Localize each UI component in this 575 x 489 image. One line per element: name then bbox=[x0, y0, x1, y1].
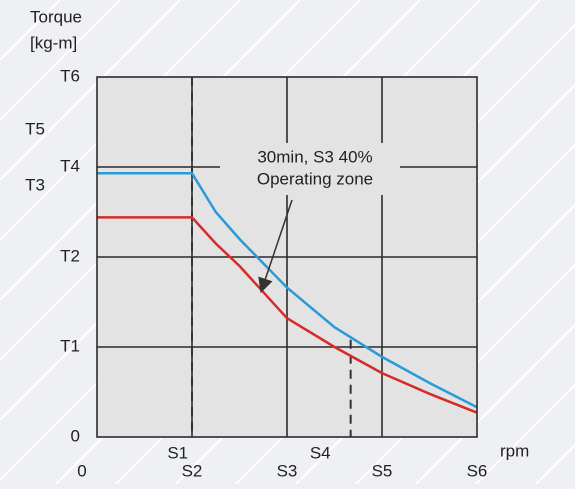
x-tick-label: S5 bbox=[372, 461, 393, 480]
y-tick-label: T1 bbox=[60, 336, 80, 355]
y-tick-label: 0 bbox=[71, 426, 80, 445]
x-tick-label: S2 bbox=[182, 461, 203, 480]
line bbox=[97, 216, 478, 414]
x-tick-label: S3 bbox=[277, 461, 298, 480]
x-tick-label: 0 bbox=[77, 461, 86, 480]
y-tick-label: T6 bbox=[60, 66, 80, 85]
line bbox=[97, 172, 478, 409]
y-tick-label: T2 bbox=[60, 246, 80, 265]
y-tick-label: T4 bbox=[60, 156, 80, 175]
plot-border bbox=[96, 76, 478, 438]
annotation-arrow bbox=[258, 199, 293, 294]
annotation: Operating zone bbox=[257, 169, 373, 188]
y-tick-label: T5 bbox=[25, 120, 45, 139]
annotation-box bbox=[220, 143, 400, 195]
x-tick-label: S6 bbox=[467, 461, 488, 480]
x-axis-label: rpm bbox=[500, 441, 529, 460]
annotation: 30min, S3 40% bbox=[257, 147, 372, 166]
y-axis-label: [kg-m] bbox=[30, 33, 77, 52]
x-tick-label: S1 bbox=[167, 443, 188, 462]
y-tick-label: T3 bbox=[25, 175, 45, 194]
y-axis-label: Torque bbox=[30, 7, 82, 26]
x-tick-label: S4 bbox=[310, 443, 331, 462]
